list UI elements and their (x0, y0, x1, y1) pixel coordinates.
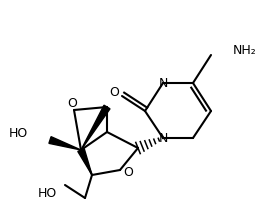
Polygon shape (81, 105, 110, 150)
Text: HO: HO (38, 187, 57, 199)
Text: N: N (158, 77, 168, 90)
Polygon shape (78, 149, 92, 175)
Text: N: N (158, 131, 168, 145)
Text: O: O (123, 165, 133, 179)
Text: O: O (109, 85, 119, 99)
Polygon shape (49, 137, 81, 150)
Text: O: O (67, 97, 77, 109)
Text: HO: HO (9, 126, 28, 140)
Text: NH₂: NH₂ (233, 44, 257, 56)
